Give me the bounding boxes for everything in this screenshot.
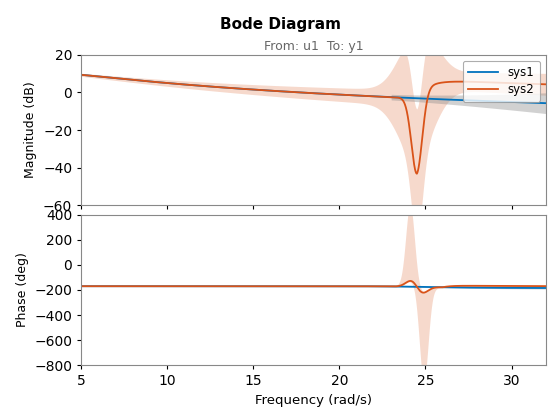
sys1 bbox=[483, 99, 490, 104]
sys2 bbox=[484, 284, 491, 289]
sys2 bbox=[276, 89, 283, 94]
sys1 bbox=[78, 284, 85, 289]
sys2 bbox=[420, 290, 427, 295]
sys2 bbox=[407, 278, 414, 284]
sys2 bbox=[256, 284, 263, 289]
sys2 bbox=[543, 284, 549, 289]
sys2 bbox=[158, 80, 165, 85]
sys1 bbox=[483, 285, 490, 290]
Line: sys2: sys2 bbox=[81, 75, 546, 174]
sys2 bbox=[131, 78, 138, 83]
sys1 bbox=[158, 80, 165, 85]
sys1 bbox=[256, 87, 263, 92]
sys2 bbox=[276, 284, 283, 289]
X-axis label: Frequency (rad/s): Frequency (rad/s) bbox=[255, 394, 372, 407]
sys2 bbox=[484, 80, 491, 85]
sys1 bbox=[158, 284, 165, 289]
Line: sys1: sys1 bbox=[81, 286, 546, 288]
Title: From: u1  To: y1: From: u1 To: y1 bbox=[264, 40, 363, 53]
sys1 bbox=[276, 284, 283, 289]
sys1 bbox=[543, 101, 549, 106]
sys1 bbox=[534, 286, 540, 291]
sys2 bbox=[534, 284, 540, 289]
sys2 bbox=[256, 87, 263, 92]
Y-axis label: Magnitude (dB): Magnitude (dB) bbox=[25, 81, 38, 178]
sys1 bbox=[534, 100, 540, 105]
sys1 bbox=[78, 72, 85, 77]
sys2 bbox=[78, 72, 85, 77]
Line: sys1: sys1 bbox=[81, 75, 546, 103]
sys1 bbox=[131, 78, 138, 83]
Y-axis label: Phase (deg): Phase (deg) bbox=[16, 252, 29, 328]
sys1 bbox=[131, 284, 138, 289]
sys2 bbox=[413, 171, 420, 176]
sys2 bbox=[543, 82, 549, 87]
sys2 bbox=[534, 81, 540, 87]
sys2 bbox=[158, 284, 165, 289]
Text: Bode Diagram: Bode Diagram bbox=[220, 17, 340, 32]
sys2 bbox=[131, 284, 138, 289]
sys1 bbox=[276, 89, 283, 94]
sys1 bbox=[543, 286, 549, 291]
Legend: sys1, sys2: sys1, sys2 bbox=[463, 60, 540, 102]
sys1 bbox=[256, 284, 263, 289]
sys2 bbox=[78, 284, 85, 289]
Line: sys2: sys2 bbox=[81, 281, 546, 293]
